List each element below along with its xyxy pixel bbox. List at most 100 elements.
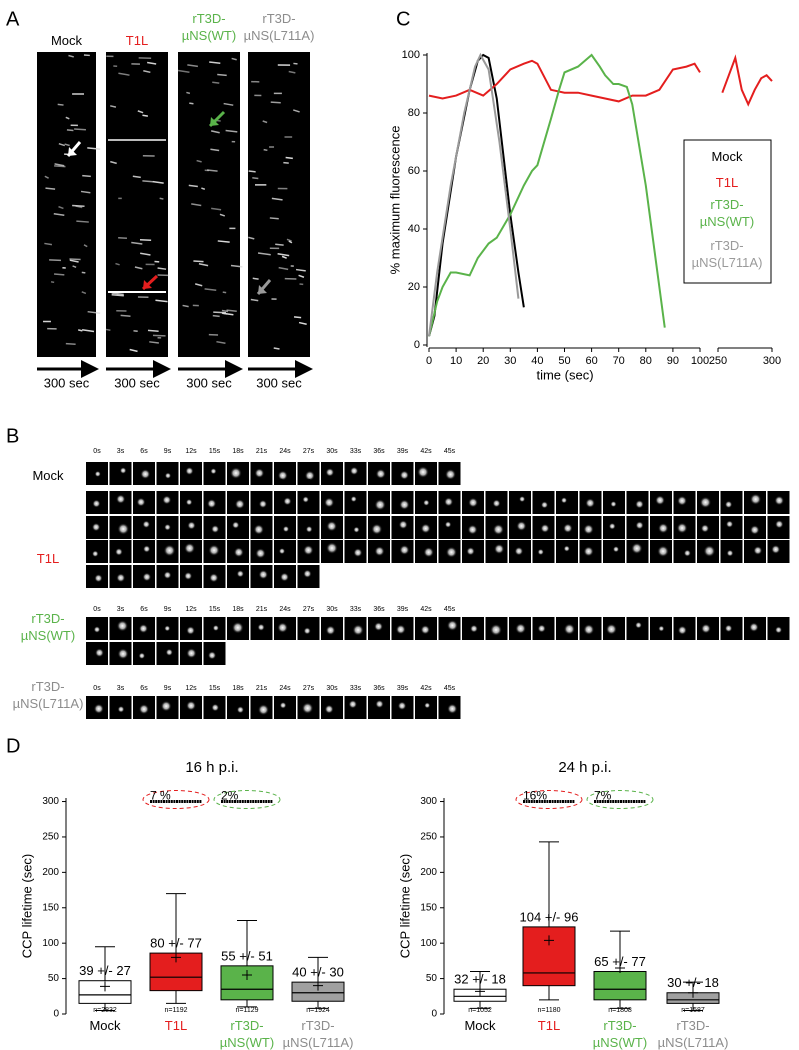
frame-spot xyxy=(206,498,217,509)
y-tick-label: 200 xyxy=(42,867,59,878)
frame-spot xyxy=(608,522,616,530)
frame-spot xyxy=(563,523,573,533)
frame-spot xyxy=(514,546,524,556)
kymograph-streak xyxy=(196,159,202,163)
ceiling-ellipse xyxy=(213,790,281,810)
kymograph-streak xyxy=(65,342,76,345)
frame-label: 12s xyxy=(185,685,197,692)
frame-spot xyxy=(136,497,146,507)
frame-spot xyxy=(277,470,288,481)
kymograph-streak xyxy=(191,203,202,207)
kymograph-streak xyxy=(74,128,86,131)
kymograph-streak xyxy=(278,266,289,271)
kymograph xyxy=(106,52,168,357)
mean-marker xyxy=(100,981,110,992)
frame-spot xyxy=(683,549,691,557)
x-tick-label: 0 xyxy=(426,355,432,367)
kymograph-streak xyxy=(198,262,209,267)
ceiling-label: 7% xyxy=(594,789,612,803)
kymograph-streak xyxy=(270,101,281,104)
kymograph-streak xyxy=(211,207,222,211)
frame-label: 45s xyxy=(444,448,456,455)
frame-label: 9s xyxy=(164,685,172,692)
y-tick-label: 20 xyxy=(408,281,420,293)
kymograph-streak xyxy=(212,81,220,84)
y-tick-label: 150 xyxy=(42,902,59,913)
kymograph-streak xyxy=(177,69,190,74)
frame-label: 30s xyxy=(326,448,338,455)
frame-tile xyxy=(556,491,578,514)
frame-spot xyxy=(444,497,454,507)
kymograph-streak xyxy=(298,274,305,278)
frame-tile xyxy=(344,491,367,514)
kymograph-streak xyxy=(87,310,101,314)
kymograph-streak xyxy=(298,321,307,325)
frame-label: 45s xyxy=(444,479,456,486)
frame-spot xyxy=(399,544,410,555)
ceiling-ellipse xyxy=(142,790,210,810)
kymograph-streak xyxy=(82,328,95,333)
kymograph-streak xyxy=(66,129,74,132)
frame-spot xyxy=(326,542,338,554)
frame-spot xyxy=(303,544,314,556)
mean-label: 39 +/- 27 xyxy=(79,963,131,978)
frame-spot xyxy=(583,524,594,535)
frame-spot xyxy=(115,548,123,556)
frame-tile xyxy=(133,516,155,539)
kymograph-streak xyxy=(54,165,66,168)
kymograph-streak xyxy=(263,148,268,152)
kymograph xyxy=(248,52,310,357)
kymograph-streak xyxy=(147,329,159,332)
frame-spot xyxy=(658,522,669,534)
y-axis-label: CCP lifetime (sec) xyxy=(397,854,412,959)
kymograph-streak xyxy=(157,267,167,270)
frame-label: 30s xyxy=(326,685,338,692)
mean-marker xyxy=(313,980,323,991)
frame-spot xyxy=(655,495,665,506)
frame-spot xyxy=(676,522,688,534)
frame-spot xyxy=(749,525,760,535)
frame-spot xyxy=(468,497,479,508)
chart-title: 24 h p.i. xyxy=(558,759,611,776)
frame-spot xyxy=(234,499,245,510)
frame-spot xyxy=(699,496,712,509)
frame-spot xyxy=(325,625,336,636)
kymograph-streak xyxy=(120,314,131,317)
mean-label: 30 +/- 18 xyxy=(667,975,719,990)
kymograph-streak xyxy=(204,288,217,291)
kymograph-streak xyxy=(68,54,74,58)
frame-spot xyxy=(635,499,644,509)
legend-entry: rT3D-µNS(WT) xyxy=(699,197,755,229)
frame-label: 12s xyxy=(185,448,197,455)
mean-label: 104 +/- 96 xyxy=(520,909,579,924)
frame-spot xyxy=(138,623,149,634)
kymograph-streak xyxy=(81,271,86,274)
frame-label: 6s xyxy=(140,448,148,455)
y-tick-label: 100 xyxy=(402,49,420,61)
x-tick-label: 300 xyxy=(763,355,781,367)
frame-label: 30s xyxy=(326,606,338,613)
kymograph-streak xyxy=(281,255,287,259)
y-tick-label: 0 xyxy=(53,1009,59,1020)
y-tick-label: 100 xyxy=(42,938,59,949)
mean-label: 55 +/- 51 xyxy=(221,948,273,963)
frame-spot xyxy=(725,520,734,528)
frame-label: 6s xyxy=(140,479,148,486)
frame-spot xyxy=(374,546,385,557)
frame-spot xyxy=(303,569,312,578)
legend-entry: rT3D-µNS(L711A) xyxy=(691,238,763,270)
frame-spot xyxy=(350,495,357,503)
y-tick-label: 300 xyxy=(420,796,437,807)
frame-label: 6s xyxy=(140,606,148,613)
frame-spot xyxy=(417,466,429,478)
frame-spot xyxy=(93,703,104,714)
frame-label: 42s xyxy=(420,479,432,486)
frame-spot xyxy=(164,523,171,531)
frame-spot xyxy=(398,520,408,530)
y-axis-label: CCP lifetime (sec) xyxy=(19,854,34,959)
kymograph-streak xyxy=(82,174,91,178)
kymograph-streak xyxy=(129,348,138,353)
kymograph-streak xyxy=(134,266,143,270)
kymograph-streak xyxy=(137,110,144,114)
